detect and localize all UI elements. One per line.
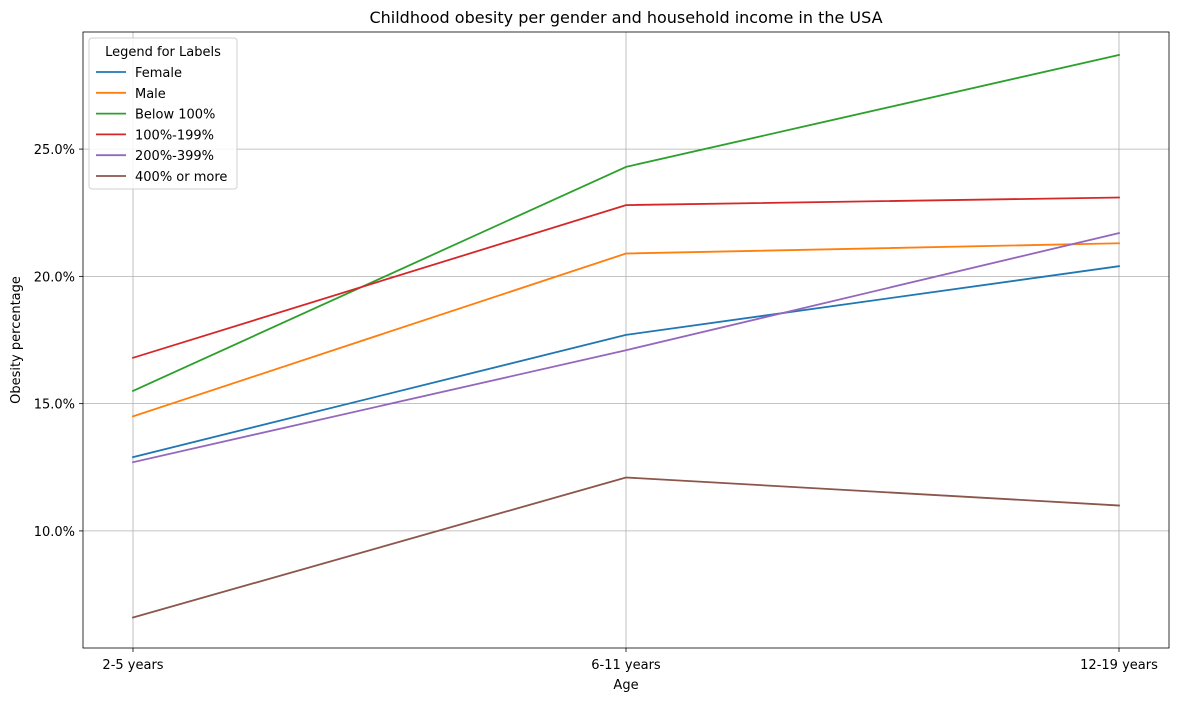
y-tick-label: 20.0% — [34, 270, 75, 285]
series-line-female — [131, 265, 1121, 459]
y-tick-label: 15.0% — [34, 398, 75, 413]
x-tick-label: 6-11 years — [591, 658, 661, 673]
series-line-200-399- — [131, 232, 1121, 464]
y-tick-label: 25.0% — [34, 143, 75, 158]
series-lines — [131, 53, 1121, 619]
series-line-male — [131, 242, 1120, 418]
legend-label: 100%-199% — [135, 128, 214, 143]
legend-label: Below 100% — [135, 108, 215, 123]
legend: Legend for Labels Female Male Below 100% 10… — [88, 37, 238, 190]
legend-label: 400% or more — [135, 170, 227, 185]
legend-title: Legend for Labels — [105, 45, 221, 60]
y-tick-labels: 10.0% 15.0% 20.0% 25.0% — [34, 143, 83, 540]
y-tick-label: 10.0% — [34, 525, 75, 540]
x-tick-labels: 2-5 years 6-11 years 12-19 years — [102, 648, 1158, 673]
series-line-100-199- — [131, 196, 1120, 359]
grid-lines — [83, 32, 1169, 648]
x-tick-label: 12-19 years — [1080, 658, 1158, 673]
legend-box — [88, 37, 238, 190]
x-tick-label: 2-5 years — [102, 658, 163, 673]
legend-entries: Female Male Below 100% 100%-199% 200%-399% 40… — [96, 66, 227, 185]
chart-title: Childhood obesity per gender and househo… — [369, 8, 882, 27]
x-axis-label: Age — [613, 678, 638, 693]
legend-label: Female — [135, 66, 182, 81]
legend-label: Male — [135, 87, 166, 102]
series-line-below-100- — [131, 53, 1121, 393]
legend-label: 200%-399% — [135, 149, 214, 164]
y-axis-label: Obesity percentage — [9, 276, 24, 404]
series-line-400-or-more — [131, 476, 1120, 619]
